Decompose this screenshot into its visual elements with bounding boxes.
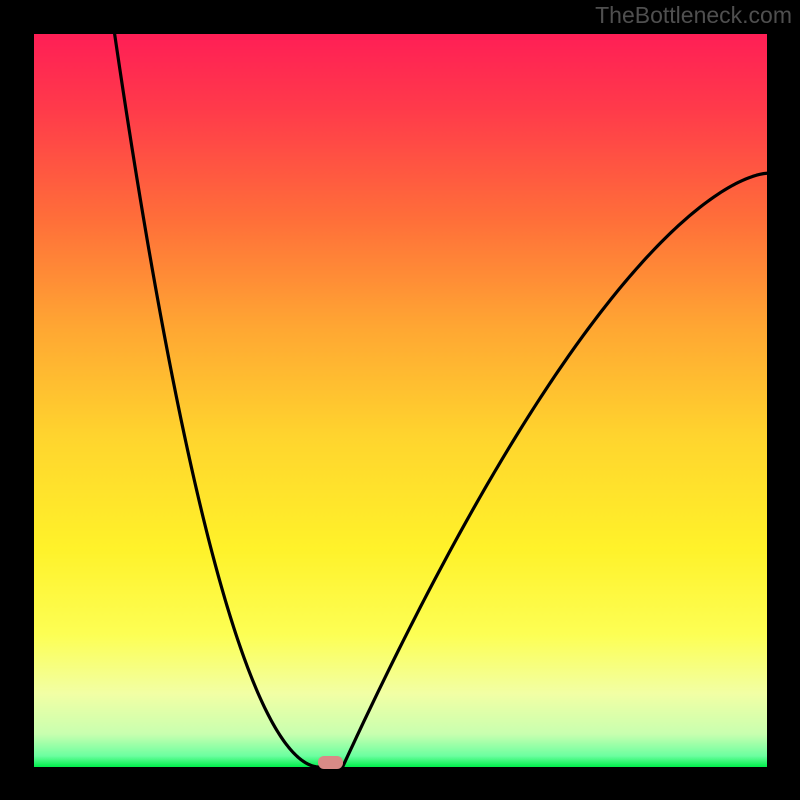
minimum-marker <box>318 756 343 768</box>
chart-stage: TheBottleneck.com <box>0 0 800 800</box>
plot-area <box>34 34 767 767</box>
bottleneck-curve <box>34 34 767 767</box>
attribution-text: TheBottleneck.com <box>595 2 792 29</box>
